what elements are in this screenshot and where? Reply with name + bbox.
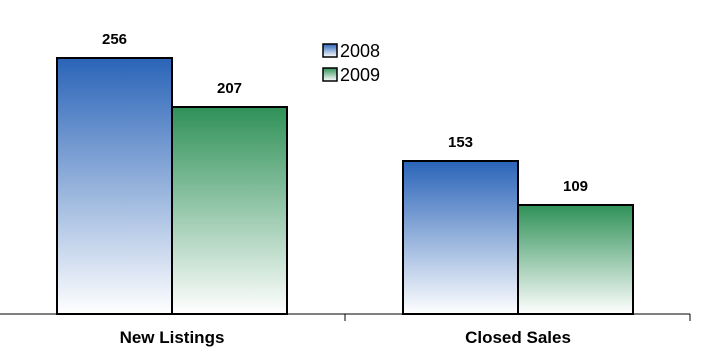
legend: 2008 2009 <box>322 41 380 85</box>
bars-layer <box>56 57 634 315</box>
legend-swatch-2008 <box>322 43 338 58</box>
category-label-new-listings: New Listings <box>120 328 225 347</box>
data-label-new-listings-2008: 256 <box>102 31 127 48</box>
labels-layer: 256 207 New Listings 153 109 Closed Sales <box>102 31 588 347</box>
bar-closed-sales-2008 <box>402 160 519 315</box>
data-label-closed-sales-2008: 153 <box>448 134 473 151</box>
axis-layer <box>0 313 691 321</box>
bar-closed-sales-2009 <box>517 204 634 315</box>
legend-label-2008: 2008 <box>340 41 380 61</box>
legend-swatch-2009 <box>322 67 338 82</box>
bar-new-listings-2008 <box>56 57 173 315</box>
bar-new-listings-2009 <box>171 106 288 315</box>
data-label-new-listings-2009: 207 <box>217 80 242 97</box>
data-label-closed-sales-2009: 109 <box>563 178 588 195</box>
legend-label-2009: 2009 <box>340 65 380 85</box>
category-label-closed-sales: Closed Sales <box>465 328 571 347</box>
